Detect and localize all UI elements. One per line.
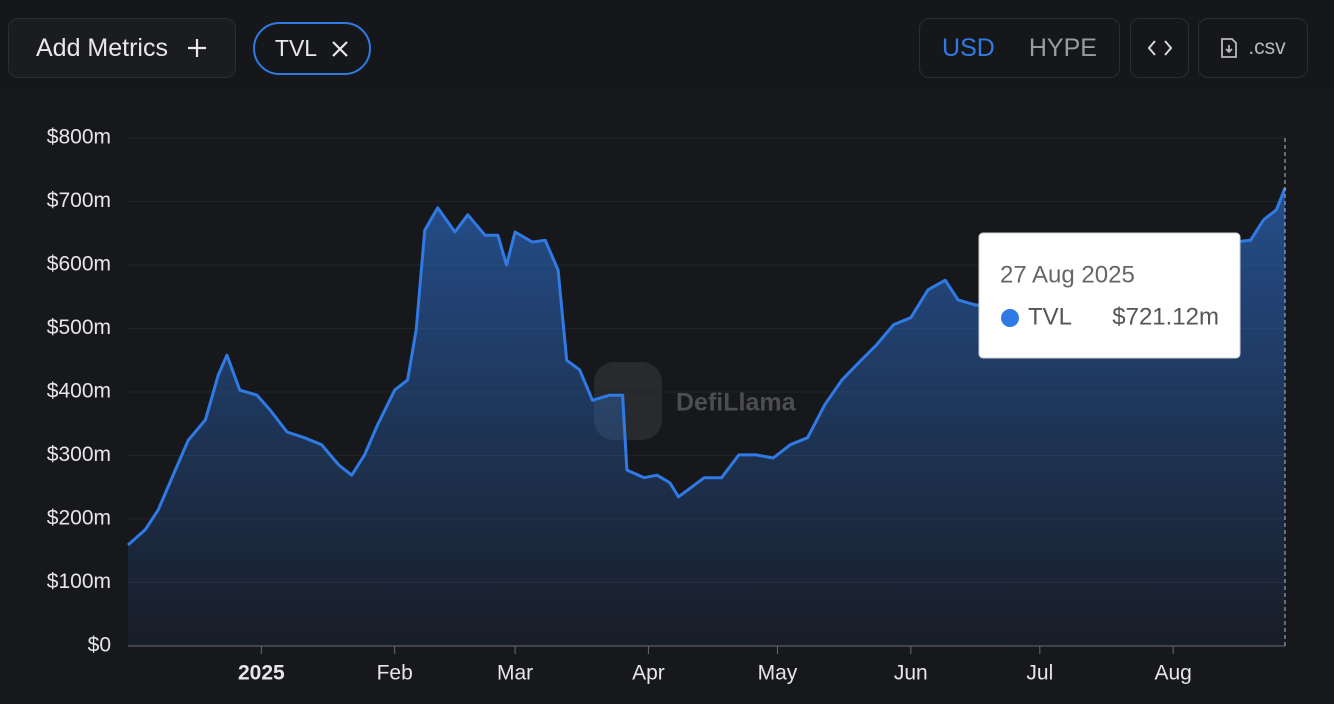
y-tick-label: $500m xyxy=(47,316,111,339)
embed-button[interactable] xyxy=(1130,18,1189,78)
area-fill xyxy=(128,188,1285,646)
code-icon xyxy=(1147,40,1172,56)
tooltip: 27 Aug 2025 TVL $721.12m xyxy=(978,232,1241,359)
metric-chip[interactable]: TVL xyxy=(253,22,371,75)
x-tick-label: Jul xyxy=(1026,662,1053,685)
y-tick-label: $300m xyxy=(47,443,111,466)
tooltip-title: 27 Aug 2025 xyxy=(1000,261,1135,288)
tooltip-series-name: TVL xyxy=(1028,303,1072,330)
currency-hype[interactable]: HYPE xyxy=(1028,33,1097,62)
x-tick-label: Jun xyxy=(894,662,928,685)
add-metrics-label: Add Metrics xyxy=(36,33,168,62)
y-tick-label: $400m xyxy=(47,380,111,403)
x-tick-label: May xyxy=(758,662,798,685)
y-tick-label: $100m xyxy=(47,570,111,593)
add-metrics-button[interactable]: Add Metrics xyxy=(8,18,236,78)
y-tick-label: $700m xyxy=(47,189,111,212)
watermark: DefiLlama xyxy=(676,389,797,417)
close-icon xyxy=(332,40,348,57)
x-tick-label: 2025 xyxy=(238,662,285,685)
x-tick-label: Apr xyxy=(632,662,665,685)
x-tick-label: Aug xyxy=(1154,662,1191,685)
plus-icon xyxy=(187,39,206,57)
x-tick-label: Feb xyxy=(377,662,413,685)
tooltip-dot xyxy=(1001,309,1019,327)
csv-button[interactable]: .csv xyxy=(1198,18,1308,78)
currency-toggle: USD HYPE xyxy=(919,18,1120,78)
x-tick-label: Mar xyxy=(497,662,533,685)
download-icon xyxy=(1221,38,1238,58)
metric-chip-label: TVL xyxy=(274,35,318,61)
tooltip-value: $721.12m xyxy=(1112,303,1219,330)
y-tick-label: $600m xyxy=(47,253,111,276)
y-tick-label: $0 xyxy=(88,634,111,657)
series-line xyxy=(127,187,1287,547)
csv-label: .csv xyxy=(1248,36,1286,59)
y-tick-label: $200m xyxy=(47,507,111,530)
tooltip-box xyxy=(978,232,1241,359)
currency-usd[interactable]: USD xyxy=(942,33,995,62)
chart: DefiLlama $0 $100m $200m $300m $400m $500m $600… xyxy=(0,94,1334,704)
y-tick-label: $800m xyxy=(47,126,111,149)
